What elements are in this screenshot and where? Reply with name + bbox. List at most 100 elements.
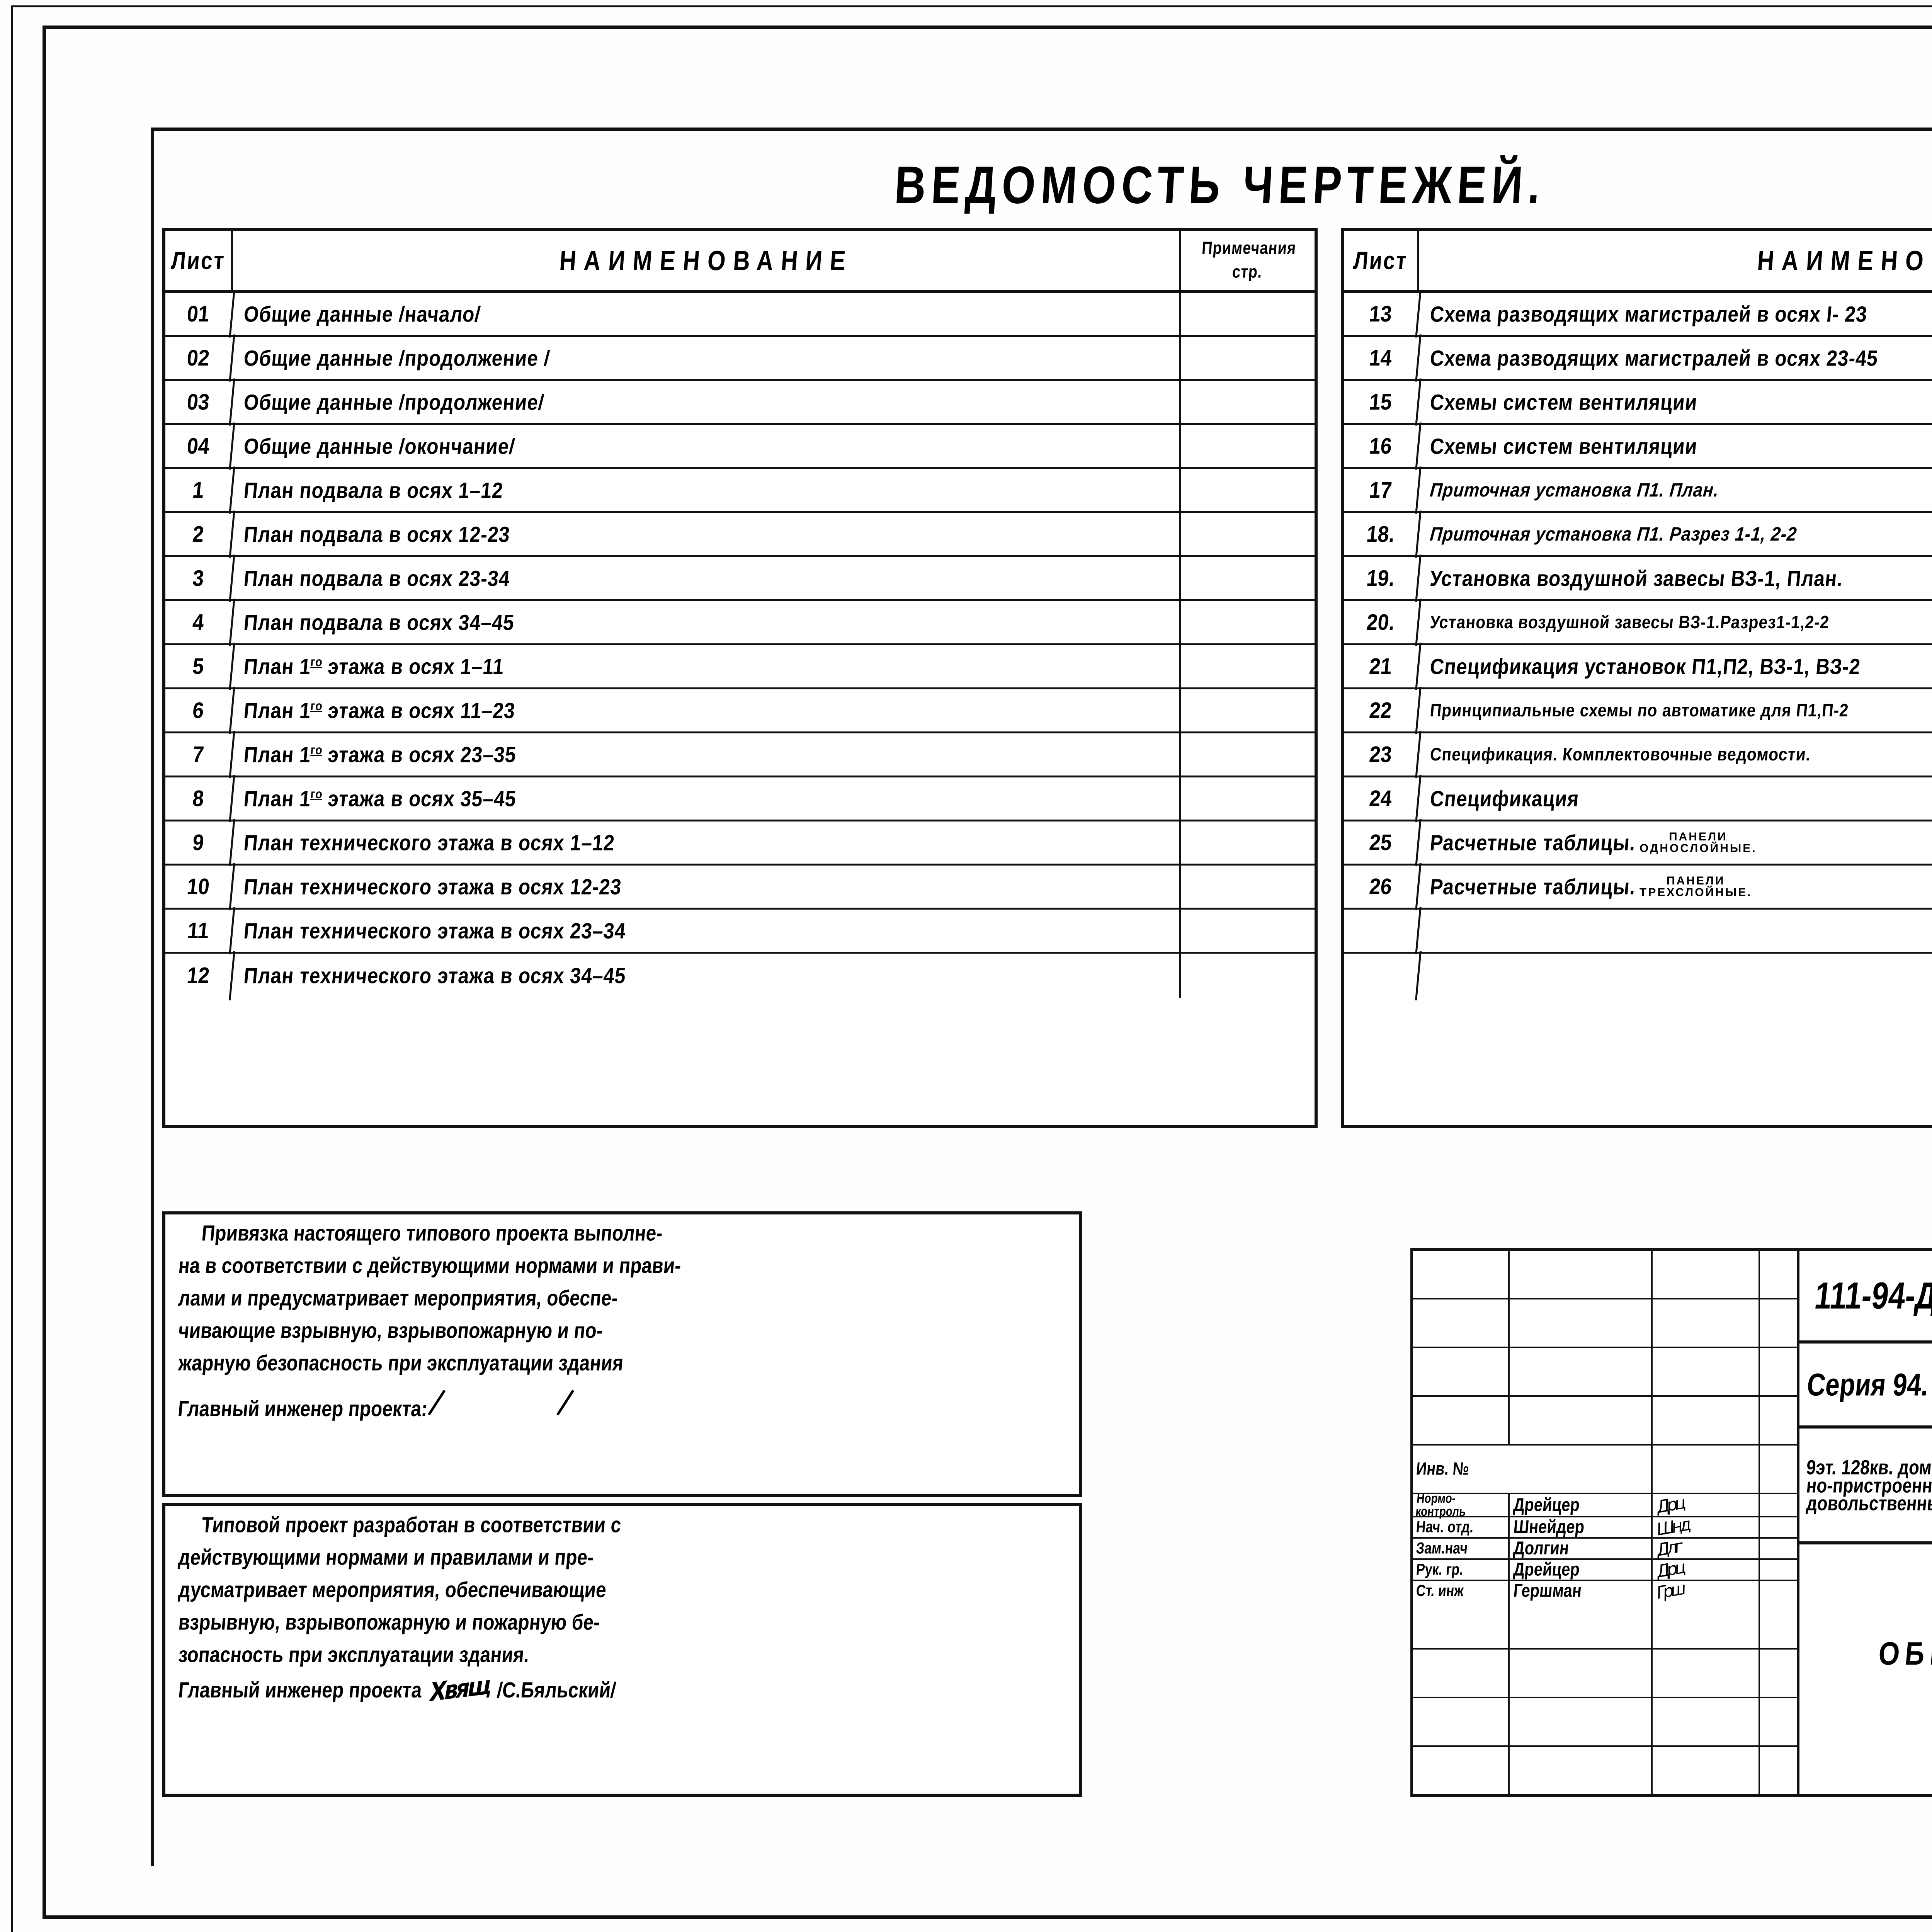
table-row: 03 Общие данные /продолжение/ (163, 378, 1315, 426)
approval-date (1760, 1517, 1797, 1537)
table-row: 11 План технического этажа в осях 23–34 (163, 907, 1315, 954)
content-frame (151, 128, 1932, 1866)
stamp-blank-row (1413, 1747, 1797, 1794)
cell-drawing-name: План технического этажа в осях 34–45 (233, 954, 1181, 998)
cell-drawing-name: Спецификация (1419, 777, 1932, 820)
approval-date (1760, 1581, 1797, 1601)
cell-sheet-number: 14 (1342, 334, 1422, 382)
table-row: 3 План подвала в осях 23-34 (163, 554, 1315, 602)
cell-drawing-name: План подвала в осях 1–12 (233, 469, 1181, 511)
header-notes-line1: Примечания (1201, 238, 1297, 259)
approval-name: Долгин (1510, 1538, 1653, 1558)
header-cell-sheet: Лист (1344, 231, 1419, 290)
cell-note (1181, 954, 1315, 998)
cell-drawing-name: Схема разводящих магистралей в осях 23-4… (1419, 337, 1932, 379)
cell-drawing-name: Установка воздушной завесы ВЗ-1, План. (1419, 557, 1932, 599)
table-row: 5 План 1го этажа в осях 1–11 (163, 643, 1315, 690)
note-line: дусматривает мероприятия, обеспечивающие (177, 1578, 607, 1602)
approval-name: Гершман (1510, 1581, 1653, 1601)
approval-name: Дрейцер (1510, 1560, 1653, 1580)
note-line: взрывную, взрывопожарную и пожарную бе- (177, 1611, 601, 1635)
table-row: 21 Спецификация установок П1,П2, ВЗ-1, ВЗ… (1342, 643, 1932, 690)
stamp-inventory-row: Инв. № (1413, 1446, 1797, 1494)
project-code: 111-94-ДЖ 124.87 (1812, 1274, 1932, 1317)
header-cell-name: НАИМЕНОВАНИЕ (1419, 231, 1932, 290)
note-line: Главный инженер проекта:// (177, 1381, 577, 1425)
cell-drawing-name: Схема разводящих магистралей в осях I- 2… (1419, 293, 1932, 335)
approval-signature: Дрц (1653, 1494, 1760, 1516)
object-description-line: довольственным магазином (1805, 1492, 1932, 1515)
table-row (1342, 951, 1932, 1000)
cell-drawing-name: Спецификация. Комплектовочные ведомости. (1419, 733, 1932, 776)
note-block-binding: Привязка настоящего типового проекта вып… (162, 1211, 1082, 1497)
note-line: лами и предусматривает мероприятия, обес… (177, 1286, 619, 1311)
table-row: 25 Расчетные таблицы. ПАНЕЛИ ОДНОСЛОЙНЫЕ. (1342, 819, 1932, 866)
note-line: Типовой проект разработан в соответствии… (201, 1513, 622, 1537)
cell-sheet-number: 04 (163, 422, 235, 470)
cell-sheet-number: 7 (163, 731, 235, 778)
table-header-row: Лист НАИМЕНОВАНИЕ Примечания стр. (1344, 231, 1932, 293)
cell-sheet-number: 10 (163, 863, 235, 910)
object-and-stage-row: 9эт. 128кв. дом со встроен- но-пристроен… (1799, 1429, 1932, 1544)
cell-drawing-name: Общие данные /продолжение / (233, 337, 1181, 379)
title-block-approvals: Инв. № Нормо-контроль Дрейцер Дрц Нач. отд.… (1413, 1251, 1799, 1794)
cell-drawing-name-stacked: ПАНЕЛИ ОДНОСЛОЙНЫЕ. (1639, 830, 1757, 855)
stamp-blank-row (1413, 1299, 1797, 1348)
table-row: 04 Общие данные /окончание/ (163, 422, 1315, 470)
stamp-blank-row (1413, 1698, 1797, 1747)
cell-sheet-number: 15 (1342, 378, 1422, 426)
inventory-number-label: Инв. № (1415, 1459, 1470, 1479)
note-block-standard-project: Типовой проект разработан в соответствии… (162, 1503, 1082, 1797)
cell-sheet-number: 22 (1342, 687, 1422, 734)
cell-drawing-name: Схемы систем вентиляции (1419, 425, 1932, 467)
cell-drawing-name (1419, 910, 1932, 952)
drawing-name-and-org-row: ОБЩИЕ ДАННЫЕ /НАЧАЛО/ УкрЮрстройпроект г… (1799, 1544, 1932, 1794)
stamp-blank-row (1413, 1397, 1797, 1446)
approval-role: Ст. инж (1413, 1581, 1510, 1601)
table-body-left: 01 Общие данные /начало/02 Общие данные /п… (163, 290, 1315, 1000)
cell-sheet-number: 2 (163, 510, 235, 558)
approval-signature: Дрц (1653, 1560, 1760, 1580)
note-line: на в соответствии с действующими нормами… (177, 1254, 682, 1278)
approval-row: Нормо-контроль Дрейцер Дрц (1413, 1491, 1797, 1519)
cell-note (1181, 381, 1315, 423)
table-row: 19. Установка воздушной завесы ВЗ-1, План… (1342, 554, 1932, 602)
cell-sheet-number: 20. (1342, 599, 1422, 646)
table-row: 01 Общие данные /начало/ (163, 290, 1315, 338)
cell-note (1181, 513, 1315, 555)
table-row: 9 План технического этажа в осях 1–12 (163, 819, 1315, 866)
chief-engineer-name: /С.Бяльский/ (496, 1678, 617, 1703)
table-row: 7 План 1го этажа в осях 23–35 (163, 731, 1315, 778)
cell-sheet-number: 26 (1342, 863, 1422, 910)
cell-drawing-name: Расчетные таблицы. ПАНЕЛИ ОДНОСЛОЙНЫЕ. (1419, 821, 1932, 864)
note-block-2-signature-row: Главный инженер проекта Хвящ /С.Бяльский… (177, 1671, 1068, 1708)
cell-note (1181, 689, 1315, 731)
cell-drawing-name: Схемы систем вентиляции (1419, 381, 1932, 423)
cell-sheet-number: 5 (163, 643, 235, 690)
table-row: 02 Общие данные /продолжение / (163, 334, 1315, 382)
cell-drawing-name: Общие данные /окончание/ (233, 425, 1181, 467)
approval-signature: Грш (1653, 1581, 1760, 1601)
table-row: 15 Схемы систем вентиляции (1342, 378, 1932, 426)
stamp-approval-rows: Нормо-контроль Дрейцер Дрц Нач. отд. Шнейдер… (1413, 1491, 1797, 1601)
table-row: 13 Схема разводящих магистралей в осях I-… (1342, 290, 1932, 338)
chief-engineer-label: Главный инженер проекта (177, 1678, 423, 1703)
approval-row: Ст. инж Гершман Грш (1413, 1581, 1797, 1601)
note-line: действующими нормами и правилами и пре- (177, 1546, 595, 1570)
cell-drawing-name: План 1го этажа в осях 1–11 (233, 645, 1181, 687)
cell-drawing-name: План подвала в осях 23-34 (233, 557, 1181, 599)
cell-note (1181, 557, 1315, 599)
cell-drawing-name: План 1го этажа в осях 35–45 (233, 777, 1181, 820)
table-row: 17 Приточная установка П1. План. (1342, 466, 1932, 514)
cell-sheet-number: 23 (1342, 731, 1422, 778)
table-row: 4 План подвала в осях 34–45 (163, 599, 1315, 646)
approval-row: Нач. отд. Шнейдер Шнд (1413, 1517, 1797, 1539)
object-description: 9эт. 128кв. дом со встроен- но-пристроен… (1799, 1429, 1932, 1541)
approval-row: Рук. гр. Дрейцер Дрц (1413, 1560, 1797, 1581)
table-row: 6 План 1го этажа в осях 11–23 (163, 687, 1315, 734)
cell-sheet-number: 24 (1342, 775, 1422, 822)
cell-drawing-name: Принципиальные схемы по автоматике для П… (1419, 689, 1932, 731)
table-row: 12 План технического этажа в осях 34–45 (163, 951, 1315, 1000)
cell-sheet-number: 12 (163, 951, 235, 1000)
sheet-frame-outer (11, 5, 1932, 1932)
